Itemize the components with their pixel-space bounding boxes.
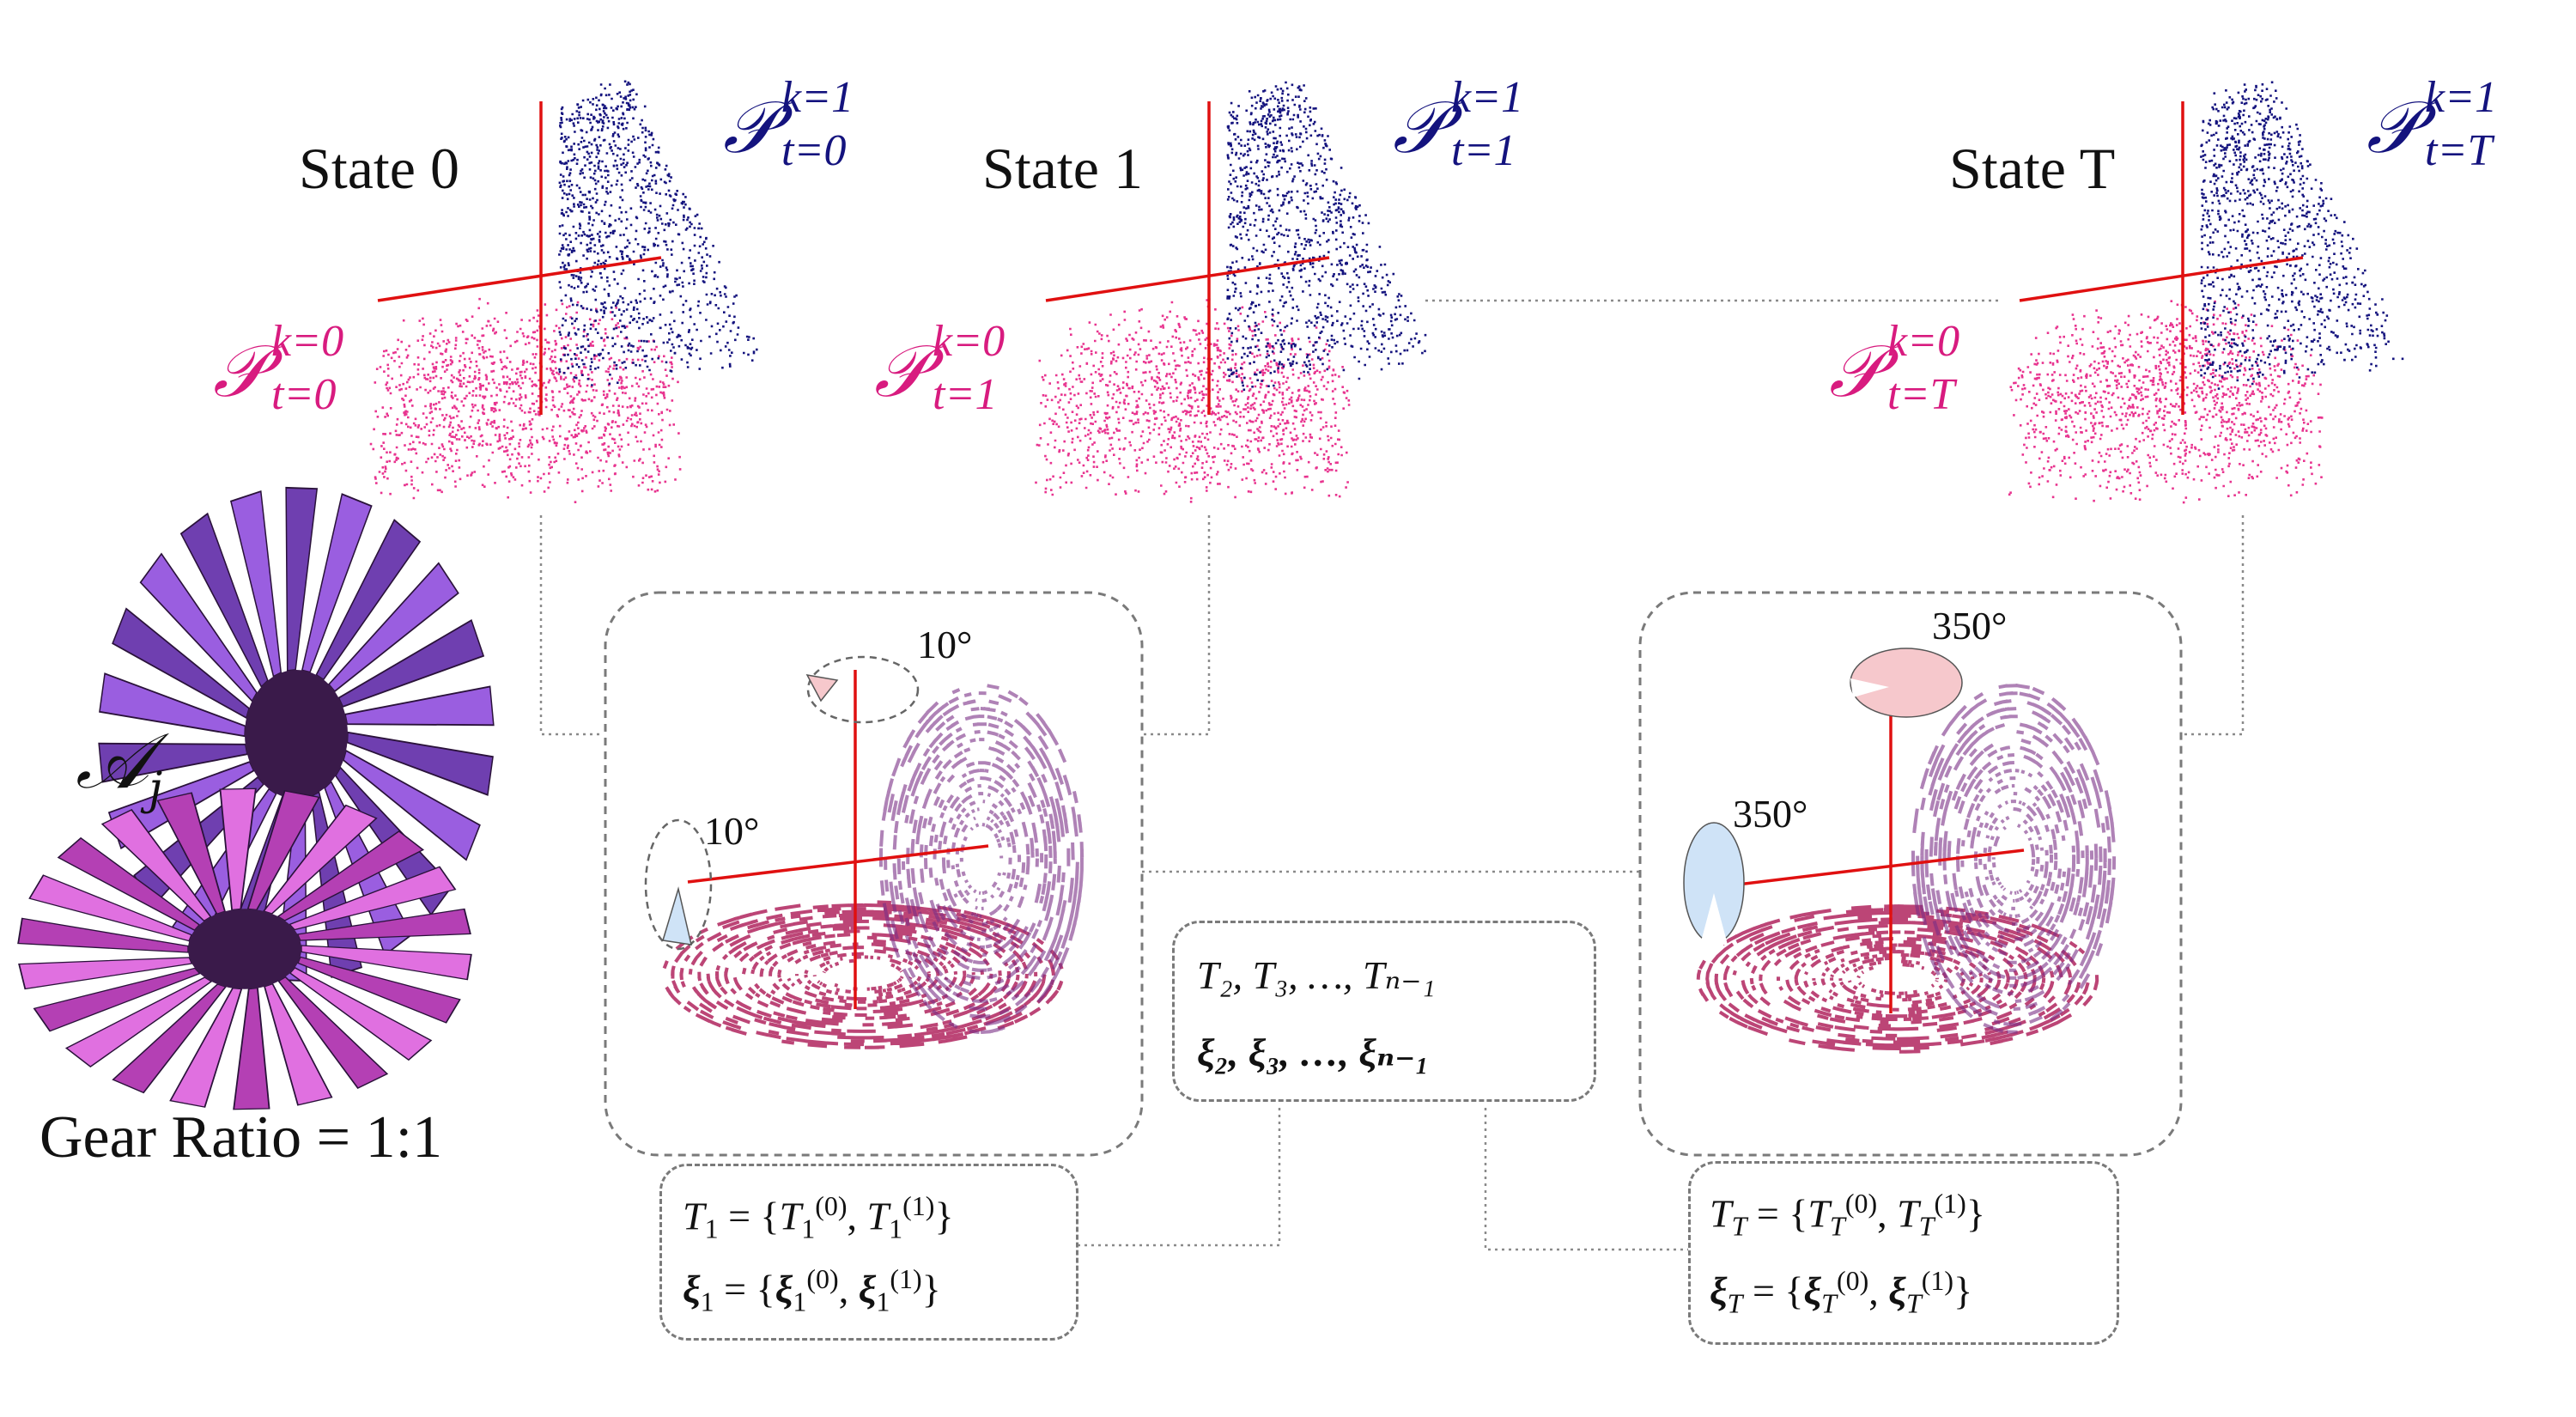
side-rotation-wedge (662, 886, 692, 946)
gear-hub (245, 670, 348, 799)
point-cloud-label-k0-t0: 𝒫 k=0 t=0 (213, 317, 344, 419)
transform-panel-art (644, 648, 2117, 1054)
navy-points-k1-state-1 (1226, 81, 1427, 392)
point-cloud-label-k1-tT: 𝒫 k=1 t=T (2366, 73, 2498, 175)
gear-tooth (233, 987, 270, 1110)
panel-2-rotation-cones (1683, 648, 1963, 945)
horizontal-axis (377, 256, 662, 302)
point-cloud-label-k0-tT: 𝒫 k=0 t=T (1829, 317, 1960, 419)
gear-ratio-label: Gear Ratio = 1:1 (39, 1104, 443, 1171)
purple-ring-segments (1911, 684, 2117, 1034)
panel-1-rotation-cones (644, 655, 920, 951)
state-title-1: State 1 (982, 136, 1143, 201)
axis-state-0 (377, 101, 662, 415)
horizontal-axis (2019, 256, 2304, 302)
connector-stateT-to-panel2 (2181, 515, 2245, 736)
state-title-T: State T (1949, 136, 2116, 201)
top-rotation-gap (1850, 678, 1889, 697)
point-cloud-state-1 (1035, 81, 1427, 503)
transform-set-1-T: T1 = {T1(0), T1(1)} (683, 1190, 954, 1244)
point-cloud-label-k1-t1: 𝒫 k=1 t=1 (1393, 73, 1524, 175)
transform-panel-1-art (662, 670, 1084, 1049)
state-axes (377, 101, 2304, 415)
transform-set-T-xi: ξT = {ξT(0), ξT(1)} (1710, 1265, 1973, 1319)
axis-state-1 (1045, 101, 1330, 415)
axis-state-2 (2019, 101, 2304, 415)
side-rotation-gap (1700, 893, 1728, 945)
state-title-0: State 0 (299, 136, 459, 201)
panel1-side-angle: 10° (704, 809, 760, 853)
point-cloud-state-2 (2008, 81, 2404, 504)
connector-mid-to-t1 (1078, 1108, 1281, 1247)
pink-points-k0-state-1 (1035, 298, 1351, 503)
transform-set-box-T: TT = {TT(0), TT(1)} ξT = {ξT(0), ξT(1)} (1688, 1161, 2119, 1345)
panel-horizontal-axis (1722, 848, 2025, 888)
point-clouds (369, 80, 2404, 504)
point-cloud-label-k1-t0: 𝒫 k=1 t=0 (723, 73, 854, 175)
gear-asset-illustration (17, 486, 495, 1110)
navy-points-k1-state-2 (2200, 81, 2404, 390)
pink-points-k0-state-2 (2008, 300, 2324, 504)
connector-state0-to-panel1 (539, 515, 601, 736)
intermediate-xi-sequence: ξ₂, ξ₃, …, ξₙ₋₁ (1197, 1031, 1430, 1074)
transform-panel-2-frame (1638, 591, 2183, 1157)
transform-set-box-1: T1 = {T1(0), T1(1)} ξ1 = {ξ1(0), ξ1(1)} (659, 1164, 1078, 1341)
pink-ring-segments (1696, 904, 2099, 1054)
top-rotation-disc (1850, 648, 1963, 718)
pink-ring-segments (662, 900, 1064, 1049)
top-rotation-wedge (805, 674, 839, 702)
side-rotation-ellipse (644, 818, 713, 951)
lower-gear (17, 788, 472, 1110)
intermediate-T-sequence: T₂, T₃, …, Tₙ₋₁ (1197, 953, 1436, 997)
transform-set-1-xi: ξ1 = {ξ1(0), ξ1(1)} (683, 1263, 941, 1317)
transform-panel-1-frame (604, 591, 1144, 1157)
top-rotation-ellipse (806, 655, 920, 724)
connector-mid-to-tT (1484, 1108, 1700, 1251)
dotted-connectors (539, 299, 2245, 1251)
panel2-top-angle: 350° (1932, 604, 2008, 648)
purple-ring-segments (878, 684, 1084, 1034)
panel-horizontal-axis (687, 844, 989, 884)
pink-points-k0-state-0 (369, 297, 682, 503)
connector-state1-to-panel1 (1142, 515, 1211, 736)
transform-set-T-T: TT = {TT(0), TT(1)} (1710, 1188, 1985, 1242)
horizontal-axis (1045, 256, 1330, 302)
point-cloud-state-0 (369, 80, 758, 503)
transform-panel-2-art (1696, 674, 2117, 1054)
intermediate-transform-box: T₂, T₃, …, Tₙ₋₁ ξ₂, ξ₃, …, ξₙ₋₁ (1172, 921, 1596, 1102)
panel2-side-angle: 350° (1733, 792, 1808, 836)
asset-symbol: 𝒜j (76, 716, 163, 815)
navy-points-k1-state-0 (558, 80, 758, 386)
panel1-top-angle: 10° (917, 623, 973, 666)
gear-hub (188, 909, 301, 989)
point-cloud-label-k0-t1: 𝒫 k=0 t=1 (874, 317, 1005, 419)
